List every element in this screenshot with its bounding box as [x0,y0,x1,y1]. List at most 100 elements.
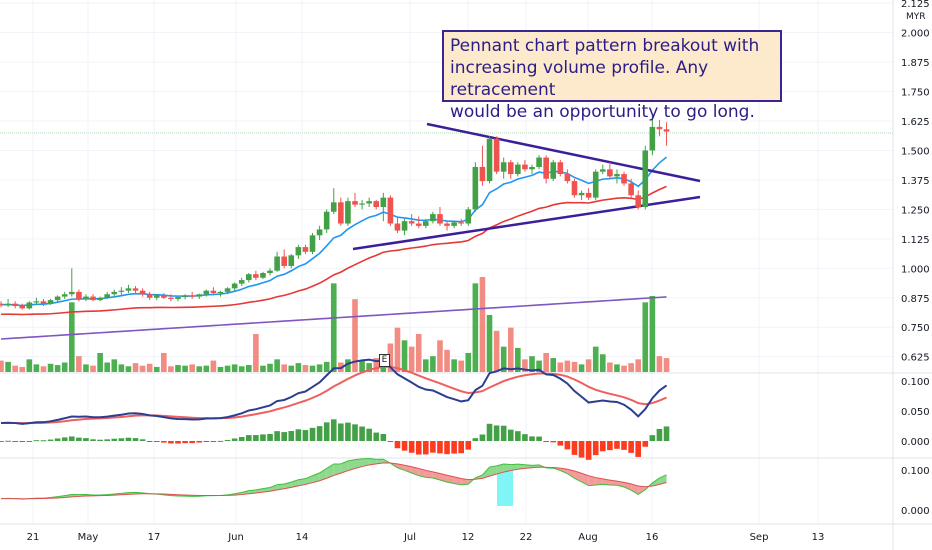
macd-histogram-bar [394,441,401,449]
oscillator-cloud [510,464,518,471]
trendline-lower [352,195,701,251]
volume-bar [465,353,472,372]
candle-body [451,222,457,226]
macd-histogram-bar [224,439,231,441]
candle-body [472,166,479,210]
volume-bar [536,360,542,372]
macd-histogram-bar [274,431,280,441]
candle-body [274,256,280,271]
price-tick-label: 2.125 [901,0,930,10]
oscillator-cloud [355,458,363,469]
macd-histogram-bar [373,432,380,441]
macd-line [0,358,668,425]
oscillator-cloud [347,459,355,471]
macd-histogram-bar [47,439,54,441]
macd-histogram-bar [486,423,493,441]
macd-histogram-bar [500,425,507,441]
pennant-trendlines[interactable] [352,122,701,251]
candle-body [649,126,656,151]
volume-bar [288,365,295,372]
volume-bar [26,359,33,372]
macd-histogram-bar [302,430,309,441]
volume-bar [246,365,252,372]
volume-bar [210,360,217,372]
time-axis: 21 May 17 Jun 14 Jul 12 22 Aug 16 Sep 13 [27,532,825,543]
macd-histogram-bar [61,437,68,441]
volume-bar [253,334,259,372]
macd-histogram-bar [168,441,174,444]
candle-body [118,290,125,292]
candle-body [302,247,309,252]
candle-body [493,138,500,172]
macd-histogram-bar [430,441,436,453]
price-tick-label: 1.250 [901,205,930,216]
oscillator-cloud [517,464,525,470]
oscillator-cloud [369,458,377,465]
candle-body [522,164,528,170]
volume-bar [359,360,365,372]
candle-body [5,303,11,305]
candle-body [40,301,47,304]
candlesticks [0,115,670,310]
macd-histogram-bar [472,438,479,441]
candle-body [61,294,68,297]
volume-bar [394,327,401,372]
candle-body [415,223,422,226]
macd-histogram-bar [571,441,578,455]
volume-bar [309,365,316,372]
volume-bar [607,362,613,372]
candle-body [401,221,408,231]
oscillator-cloud [298,478,306,486]
volume-bar [451,359,457,372]
oscillator-cloud [362,458,370,467]
volume-bar [380,364,387,372]
candle-body [345,201,351,224]
volume-bar [316,364,323,372]
macd-histogram-bar [607,441,613,451]
macd-histogram-bar [656,428,663,441]
volume-bar [571,361,578,372]
candle-body [642,150,649,208]
candle-body [507,162,514,175]
macd-tick-label: 0.050 [901,407,930,418]
oscillator-cloud [560,468,568,474]
volume-bar [182,365,188,372]
candle-body [0,303,4,305]
volume-bar [217,366,224,372]
volume-bar [295,363,302,372]
volume-bar [111,359,118,372]
candle-body [125,288,132,291]
macd-histogram-bar [359,426,365,441]
candle-body [578,192,585,196]
time-tick-label: 14 [296,532,309,543]
candle-body [33,301,40,303]
macd-histogram-bar [401,441,408,451]
candle-body [338,202,344,224]
annotation-line-2: increasing volume profile. Any retraceme… [450,58,709,100]
volume-bar [125,366,132,372]
candle-body [210,290,217,294]
candle-body [267,270,273,274]
annotation-callout[interactable]: Pennant chart pattern breakout with incr… [442,30,782,122]
time-tick-label: Sep [750,532,769,543]
volume-bar [203,365,210,372]
oscillator-cloud [447,475,455,484]
candle-body [330,202,337,212]
candle-body [592,171,599,198]
volume-bar [161,353,167,372]
macd-pane: 0.100 0.050 0.000 [0,358,930,460]
macd-histogram-bar [196,441,203,443]
candle-body [458,222,464,224]
oscillator-cloud [624,482,632,491]
macd-histogram-bar [139,439,146,441]
volume-bar [578,364,585,372]
macd-histogram-bar [536,436,542,441]
volume-bar [663,358,670,372]
volume-bar [472,283,479,372]
volume-bar [90,365,96,372]
macd-histogram-bar [352,424,358,441]
volume-bar [281,364,287,372]
earnings-marker[interactable]: E [379,354,390,367]
